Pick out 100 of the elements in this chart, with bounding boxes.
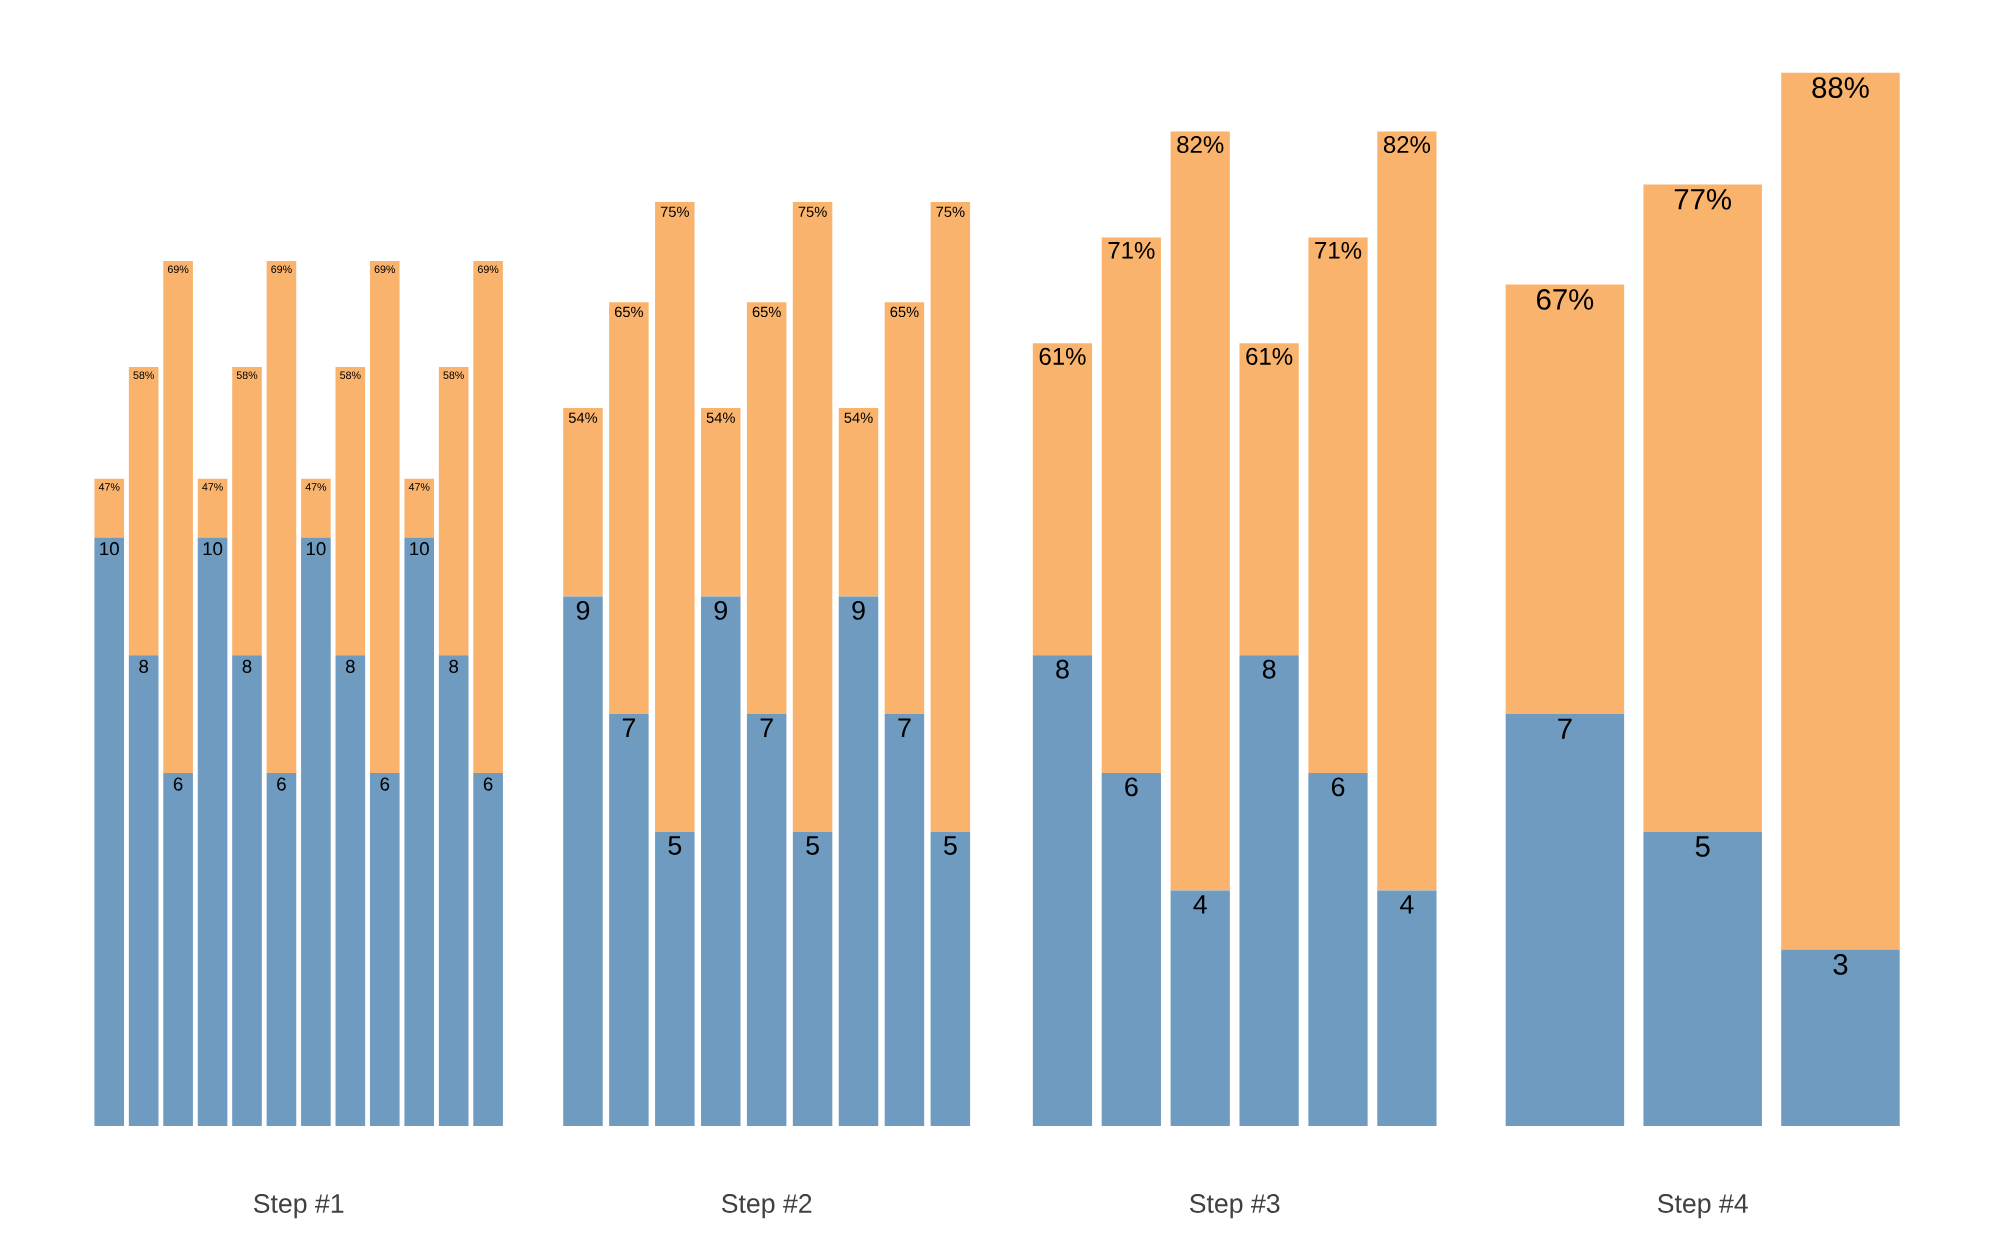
bar (1101, 237, 1161, 773)
data-label: 10 (100, 542, 119, 556)
data-label: 10 (410, 542, 429, 556)
bar (1308, 237, 1368, 773)
bar (335, 366, 366, 656)
bar (335, 655, 366, 1126)
bar (1505, 714, 1625, 1126)
data-label: 6 (1331, 777, 1345, 797)
bar (1239, 655, 1299, 1126)
bar (930, 202, 971, 832)
bar (1377, 890, 1437, 1126)
bar (746, 302, 787, 715)
annotation: 71% (1108, 241, 1155, 259)
data-label: 6 (380, 777, 390, 791)
bar (700, 596, 741, 1126)
x-axis-title: Step #3 (1189, 1194, 1280, 1219)
bar (1643, 184, 1762, 832)
annotation: 61% (1039, 347, 1086, 365)
bar (609, 714, 649, 1126)
data-label: 8 (1056, 659, 1069, 679)
bar (369, 260, 400, 773)
bar (1170, 890, 1230, 1126)
bar (700, 408, 741, 597)
bar (301, 537, 331, 1126)
bar (128, 655, 159, 1126)
bar (438, 366, 469, 656)
data-label: 7 (1558, 718, 1572, 739)
bar (404, 537, 435, 1126)
bar (884, 714, 925, 1126)
bar (232, 655, 262, 1126)
annotation: 82% (1177, 136, 1224, 154)
bar (163, 772, 193, 1126)
bar (1505, 284, 1625, 715)
data-label: 6 (173, 777, 183, 791)
bar (1239, 343, 1299, 656)
x-axis-title: Step #1 (253, 1194, 344, 1219)
bar (1643, 831, 1762, 1126)
bar (930, 831, 971, 1126)
bar (197, 537, 228, 1126)
data-label: 5 (1695, 836, 1710, 857)
data-label: 9 (714, 600, 727, 620)
bar (609, 302, 649, 715)
bar (1377, 131, 1437, 891)
bar (1170, 131, 1230, 891)
bar (369, 772, 400, 1126)
bar (266, 260, 297, 773)
annotation: 71% (1315, 241, 1362, 259)
bar (1032, 655, 1093, 1126)
annotation: 67% (1537, 289, 1594, 310)
data-label: 3 (1833, 954, 1848, 975)
annotation: 88% (1812, 77, 1869, 98)
data-label: 8 (1262, 659, 1276, 679)
data-label: 7 (760, 718, 773, 737)
bar (163, 260, 193, 773)
bar (232, 366, 262, 656)
bar (838, 596, 879, 1126)
annotation: 61% (1246, 347, 1293, 365)
bar (792, 831, 833, 1126)
bar (563, 408, 603, 597)
bar (746, 714, 787, 1126)
data-label: 7 (622, 718, 635, 737)
bar (1308, 772, 1368, 1126)
bar (655, 202, 695, 832)
data-label: 8 (242, 659, 252, 673)
data-label: 6 (483, 777, 493, 791)
annotation: 77% (1674, 189, 1731, 210)
bar (94, 537, 125, 1126)
bar (1032, 343, 1093, 656)
bar (473, 260, 503, 773)
bar (197, 478, 228, 538)
bar (301, 478, 331, 538)
data-label: 4 (1400, 895, 1414, 914)
annotation: 82% (1383, 136, 1431, 154)
data-label: 10 (306, 542, 326, 556)
bar (1781, 949, 1900, 1126)
data-label: 5 (806, 836, 819, 855)
bar (655, 831, 695, 1126)
bar (404, 478, 435, 538)
bar (792, 202, 833, 832)
data-label: 4 (1193, 895, 1207, 914)
data-label: 9 (576, 600, 590, 620)
data-label: 5 (668, 836, 682, 855)
data-label: 8 (345, 659, 355, 673)
data-label: 8 (139, 659, 149, 673)
data-label: 9 (852, 600, 865, 620)
x-axis-title: Step #4 (1657, 1194, 1748, 1219)
bar (438, 655, 469, 1126)
bar (128, 366, 159, 656)
data-label: 5 (944, 836, 957, 855)
bar (94, 478, 125, 538)
bar (563, 596, 603, 1126)
bar (838, 408, 879, 597)
data-label: 6 (1125, 777, 1138, 797)
data-label: 6 (277, 777, 286, 791)
data-label: 10 (203, 542, 223, 556)
bar (1781, 72, 1900, 950)
bar (1101, 772, 1161, 1126)
x-axis-title: Step #2 (721, 1194, 812, 1219)
bar (473, 772, 503, 1126)
bar (884, 302, 925, 715)
